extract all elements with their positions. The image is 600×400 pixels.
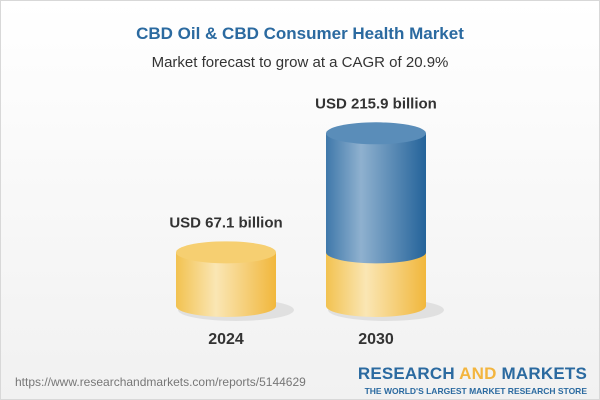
research-and-markets-logo: RESEARCH AND MARKETS THE WORLD'S LARGEST…	[357, 364, 587, 397]
data-label: USD 67.1 billion	[169, 214, 282, 231]
bar-top-2030	[326, 122, 426, 145]
chart-subtitle: Market forecast to grow at a CAGR of 20.…	[151, 54, 449, 71]
bar-growth-2030	[326, 133, 426, 264]
category-label: 2024	[208, 331, 244, 348]
category-label: 2030	[358, 331, 394, 348]
cylinder-chart: USD 67.1 billion 2024 USD 215.9 billion 203…	[169, 95, 444, 348]
bar-base-2030	[326, 252, 426, 317]
bar-top-2024	[176, 241, 276, 264]
source-url[interactable]: https://www.researchandmarkets.com/repor…	[15, 375, 306, 389]
chart-title: CBD Oil & CBD Consumer Health Market	[136, 24, 464, 43]
bar-base-2024	[176, 252, 276, 317]
data-label: USD 215.9 billion	[315, 95, 437, 112]
